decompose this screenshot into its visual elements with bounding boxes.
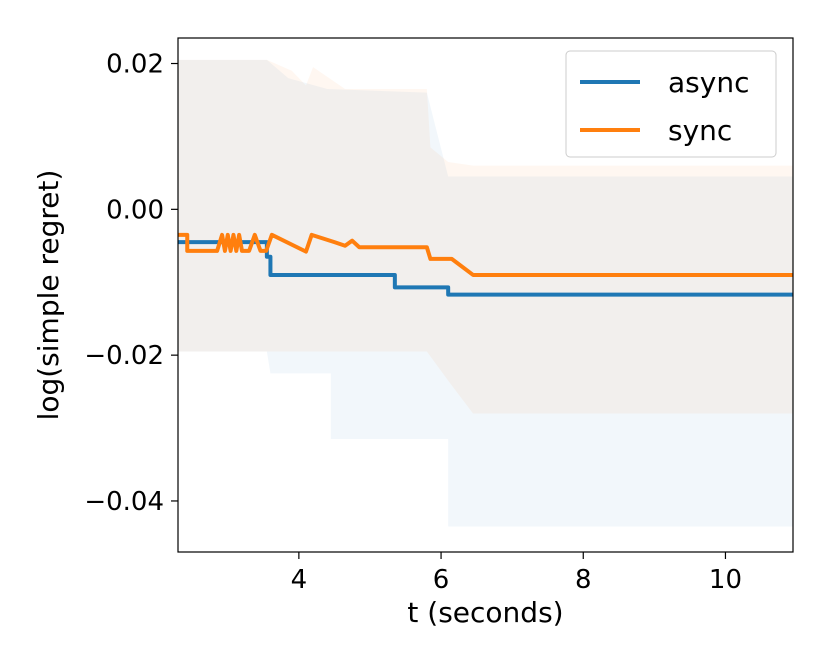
line-sync — [178, 232, 793, 277]
y-tick-label: 0.02 — [106, 50, 164, 80]
x-tick-label: 10 — [709, 565, 742, 595]
y-axis: 0.02 0.00 −0.02 −0.04 — [84, 50, 178, 517]
legend: async sync — [565, 50, 777, 158]
y-tick-label: −0.04 — [84, 487, 164, 517]
band-sync — [178, 59, 793, 414]
y-axis-label: log(simple regret) — [32, 170, 65, 421]
legend-label-sync: sync — [668, 114, 732, 147]
x-axis: 4 6 8 10 — [291, 552, 742, 595]
y-tick-label: 0.00 — [106, 195, 164, 225]
y-tick-label: −0.02 — [84, 341, 164, 371]
plot-frame — [177, 37, 794, 553]
x-axis-label: t (seconds) — [407, 596, 563, 629]
x-tick-label: 6 — [433, 565, 450, 595]
x-tick-label: 4 — [291, 565, 308, 595]
series-lines — [178, 232, 793, 297]
x-tick-label: 8 — [575, 565, 592, 595]
legend-label-async: async — [668, 66, 749, 99]
